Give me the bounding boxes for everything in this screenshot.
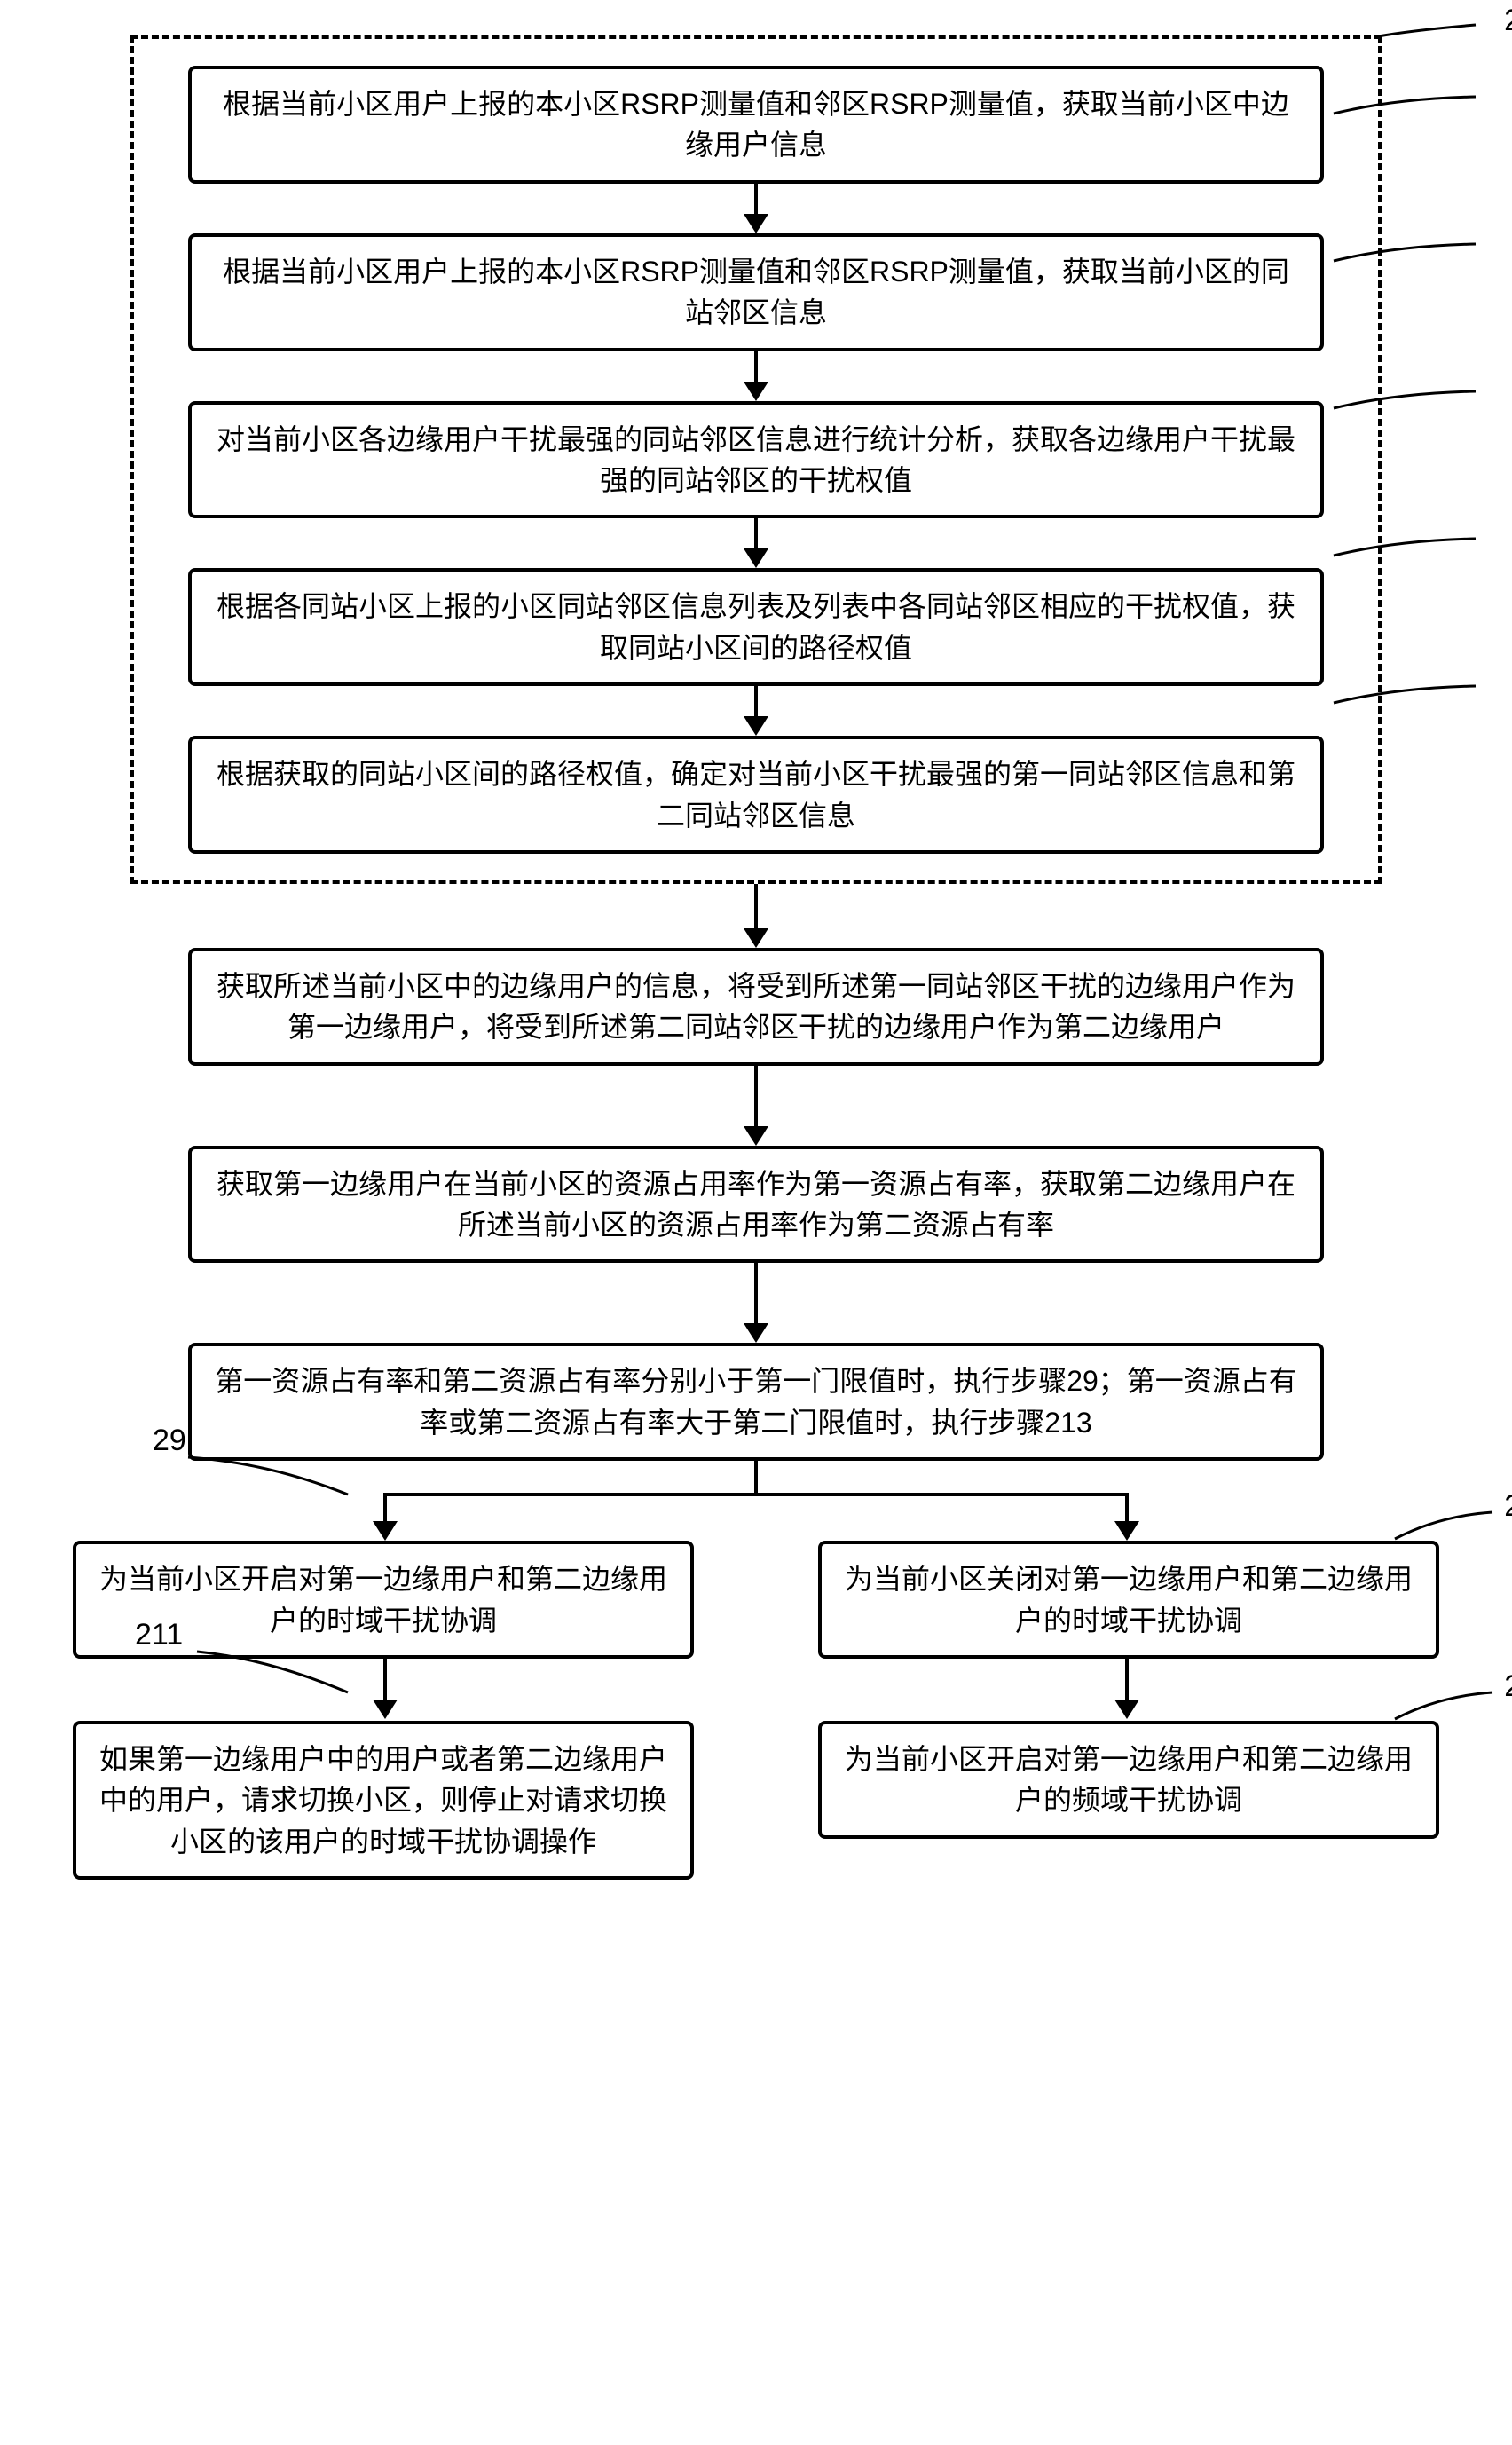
flowchart-root: 21 根据当前小区用户上报的本小区RSRP测量值和邻区RSRP测量值，获取当前小… (53, 35, 1459, 1880)
label-29: 29 (153, 1424, 186, 1458)
leader-2107 (1334, 536, 1493, 563)
right-column-2: 为当前小区开启对第一边缘用户和第二边缘用户的频域干扰协调 215 (809, 1721, 1448, 1880)
arrow-head-icon (744, 928, 768, 948)
arrow-head-icon (744, 716, 768, 736)
arrow-stem (754, 686, 758, 718)
leader-21 (1378, 23, 1502, 50)
arrow-stem (754, 884, 758, 930)
arrow-head-icon (1114, 1521, 1139, 1541)
box-23: 获取所述当前小区中的边缘用户的信息，将受到所述第一同站邻区干扰的边缘用户作为第一… (188, 948, 1324, 1066)
box-213: 为当前小区关闭对第一边缘用户和第二边缘用户的时域干扰协调 (818, 1541, 1439, 1659)
mid-arrows: 211 (64, 1659, 1448, 1721)
leader-2109 (1334, 683, 1493, 710)
arrow-head-icon (373, 1700, 398, 1719)
split-row-1: 为当前小区开启对第一边缘用户和第二边缘用户的时域干扰协调 为当前小区关闭对第一边… (64, 1541, 1448, 1659)
arrow-stem (754, 184, 758, 216)
box-211: 如果第一边缘用户中的用户或者第二边缘用户中的用户，请求切换小区，则停止对请求切换… (73, 1721, 694, 1880)
arrow-head-icon (744, 214, 768, 233)
leader-2103 (1334, 241, 1493, 268)
box-2109: 根据获取的同站小区间的路径权值，确定对当前小区干扰最强的第一同站邻区信息和第二同… (188, 736, 1324, 854)
label-213: 213 (1504, 1489, 1512, 1524)
label-211: 211 (135, 1618, 183, 1652)
right-column: 为当前小区关闭对第一边缘用户和第二边缘用户的时域干扰协调 213 (809, 1541, 1448, 1659)
box-2101: 根据当前小区用户上报的本小区RSRP测量值和邻区RSRP测量值，获取当前小区中边… (188, 66, 1324, 184)
arrow-head-icon (1114, 1700, 1139, 1719)
box-2105: 对当前小区各边缘用户干扰最强的同站邻区信息进行统计分析，获取各边缘用户干扰最强的… (188, 401, 1324, 519)
arrow-stem (754, 1263, 758, 1325)
box-215: 为当前小区开启对第一边缘用户和第二边缘用户的频域干扰协调 (818, 1721, 1439, 1839)
box-25: 获取第一边缘用户在当前小区的资源占用率作为第一资源占有率，获取第二边缘用户在所述… (188, 1146, 1324, 1264)
split-connector: 29 (64, 1461, 1448, 1541)
box-27: 第一资源占有率和第二资源占有率分别小于第一门限值时，执行步骤29；第一资源占有率… (188, 1343, 1324, 1461)
split-row-2: 如果第一边缘用户中的用户或者第二边缘用户中的用户，请求切换小区，则停止对请求切换… (64, 1721, 1448, 1880)
box-2107: 根据各同站小区上报的小区同站邻区信息列表及列表中各同站邻区相应的干扰权值，获取同… (188, 568, 1324, 686)
leader-213 (1395, 1509, 1501, 1544)
arrow-head-icon (744, 548, 768, 568)
arrow-head-icon (373, 1521, 398, 1541)
leader-211 (197, 1648, 348, 1697)
group-21: 21 根据当前小区用户上报的本小区RSRP测量值和邻区RSRP测量值，获取当前小… (130, 35, 1382, 884)
leader-2105 (1334, 389, 1493, 415)
leader-29 (188, 1454, 348, 1498)
left-column-2: 如果第一边缘用户中的用户或者第二边缘用户中的用户，请求切换小区，则停止对请求切换… (64, 1721, 703, 1880)
arrow-stem (754, 351, 758, 383)
arrow-stem (754, 518, 758, 550)
arrow-stem (754, 1066, 758, 1128)
arrow-head-icon (744, 1126, 768, 1146)
leader-2101 (1334, 94, 1493, 121)
label-21: 21 (1504, 4, 1512, 38)
arrow-head-icon (744, 382, 768, 401)
leader-215 (1395, 1689, 1501, 1724)
arrow-head-icon (744, 1323, 768, 1343)
label-215: 215 (1504, 1669, 1512, 1704)
box-2103: 根据当前小区用户上报的本小区RSRP测量值和邻区RSRP测量值，获取当前小区的同… (188, 233, 1324, 351)
